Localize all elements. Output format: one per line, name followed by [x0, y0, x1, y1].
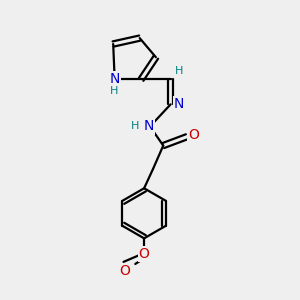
- Text: O: O: [139, 247, 149, 261]
- Text: H: H: [110, 85, 118, 95]
- Text: H: H: [130, 122, 139, 131]
- Text: N: N: [110, 72, 120, 86]
- Text: H: H: [175, 66, 184, 76]
- Text: O: O: [119, 264, 130, 278]
- Text: N: N: [174, 98, 184, 111]
- Text: N: N: [143, 119, 154, 134]
- Text: O: O: [188, 128, 199, 142]
